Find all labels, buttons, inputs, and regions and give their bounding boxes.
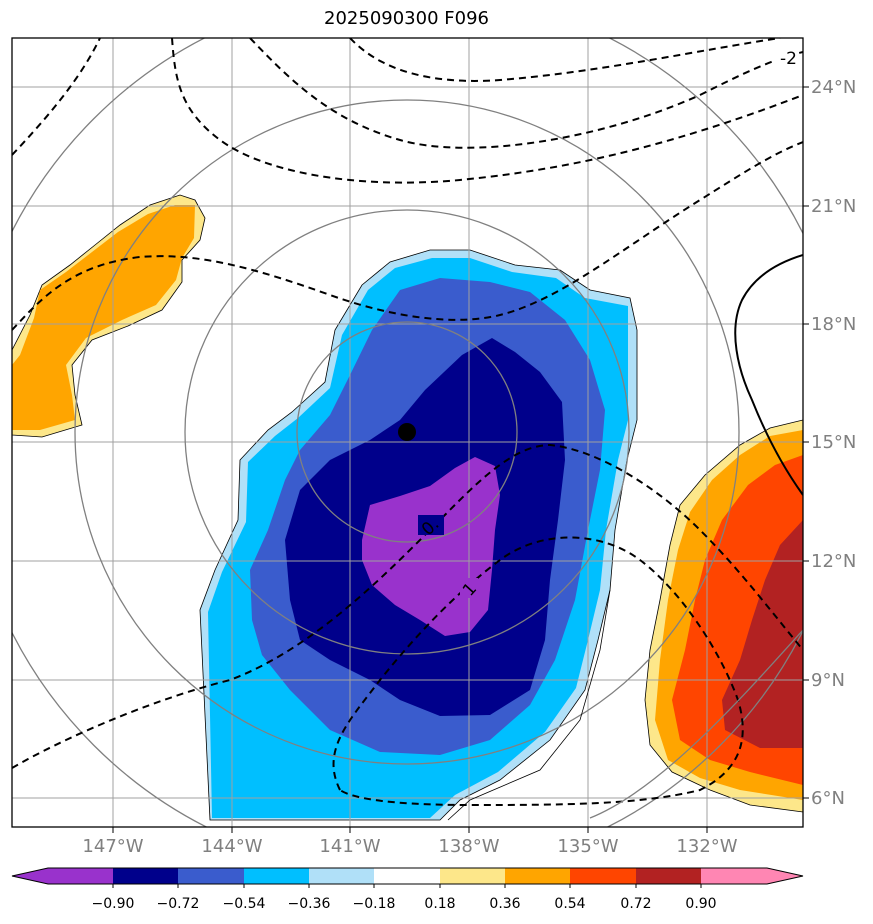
colorbar-segment bbox=[374, 868, 440, 884]
storm-center-marker bbox=[398, 423, 416, 441]
lat-tick-label: 15°N bbox=[811, 432, 856, 453]
grid-lines bbox=[12, 38, 803, 827]
latitude-labels: 24°N 21°N 18°N 15°N 12°N 9°N 6°N bbox=[811, 77, 856, 809]
lon-tick-label: 147°W bbox=[82, 836, 143, 857]
map-title: 2025090300 F096 bbox=[324, 8, 489, 29]
contour-top-right bbox=[349, 38, 781, 82]
colorbar-label: −0.18 bbox=[353, 896, 396, 912]
range-ring-3 bbox=[74, 99, 740, 765]
firebrick-shading bbox=[722, 520, 803, 748]
contour-mid bbox=[12, 141, 803, 331]
contour-upper-loop bbox=[171, 38, 803, 184]
colorbar-label: 0.90 bbox=[685, 896, 716, 912]
range-ring-2 bbox=[184, 209, 630, 655]
colorbar-segment bbox=[570, 868, 636, 884]
colorbar-segment bbox=[701, 868, 767, 884]
range-rings bbox=[12, 38, 803, 827]
lon-tick-label: 144°W bbox=[201, 836, 262, 857]
colorbar: −0.90 −0.72 −0.54 −0.36 −0.18 0.18 0.36 … bbox=[11, 867, 804, 912]
lon-tick-label: 135°W bbox=[557, 836, 618, 857]
lat-tick-label: 6°N bbox=[811, 788, 845, 809]
colorbar-segment bbox=[309, 868, 375, 884]
colorbar-label: −0.54 bbox=[223, 896, 266, 912]
map-frame bbox=[11, 37, 804, 828]
colorbar-segment bbox=[505, 868, 571, 884]
colorbar-max-extension bbox=[767, 868, 803, 884]
map-area: -2 0. 1 bbox=[12, 38, 803, 827]
colorbar-segment bbox=[636, 868, 702, 884]
colorbar-label: −0.90 bbox=[92, 896, 135, 912]
colorbar-min-extension bbox=[12, 868, 48, 884]
lon-tick-label: 138°W bbox=[438, 836, 499, 857]
colorbar-segment bbox=[244, 868, 310, 884]
colorbar-label: 0.18 bbox=[424, 896, 455, 912]
contour-label-minus-two: -2 bbox=[780, 49, 797, 69]
colorbar-label: −0.36 bbox=[288, 896, 331, 912]
lat-tick-label: 12°N bbox=[811, 551, 856, 572]
colorbar-segment bbox=[48, 868, 114, 884]
colorbar-segment bbox=[178, 868, 244, 884]
colorbar-label: 0.54 bbox=[554, 896, 585, 912]
colorbar-segment bbox=[113, 868, 179, 884]
range-ring-1 bbox=[296, 321, 518, 543]
lat-tick-label: 9°N bbox=[811, 670, 845, 691]
lat-tick-label: 18°N bbox=[811, 314, 856, 335]
colorbar-label: −0.72 bbox=[157, 896, 200, 912]
dashed-contours bbox=[12, 38, 803, 807]
contour-top-left bbox=[12, 38, 101, 156]
lat-tick-label: 24°N bbox=[811, 77, 856, 98]
solid-contour bbox=[734, 254, 803, 496]
colorbar-label: 0.72 bbox=[620, 896, 651, 912]
longitude-labels: 147°W 144°W 141°W 138°W 135°W 132°W bbox=[82, 836, 737, 857]
contour-zero bbox=[12, 443, 803, 769]
eastern-positive-region bbox=[644, 419, 803, 813]
lat-tick-label: 21°N bbox=[811, 196, 856, 217]
lon-tick-label: 141°W bbox=[319, 836, 380, 857]
colorbar-label: 0.36 bbox=[489, 896, 520, 912]
lon-tick-label: 132°W bbox=[676, 836, 737, 857]
orange-shading bbox=[12, 205, 195, 430]
contour-one bbox=[332, 536, 744, 807]
contour-top-arc bbox=[249, 38, 803, 149]
colorbar-segment bbox=[440, 868, 506, 884]
